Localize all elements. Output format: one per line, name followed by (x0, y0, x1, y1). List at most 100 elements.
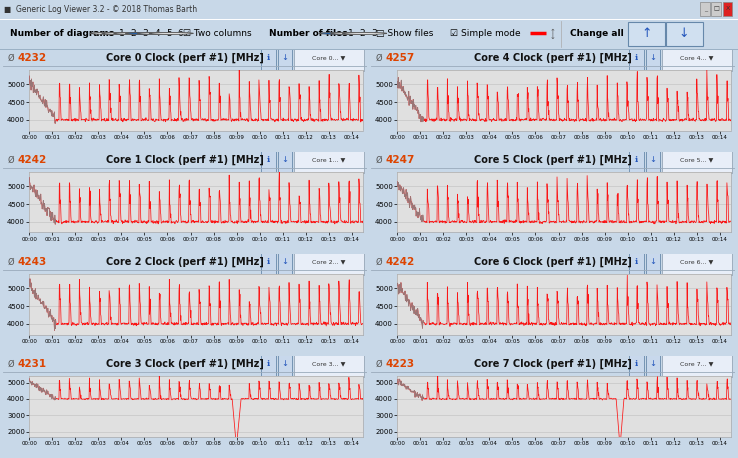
Text: Core 5... ▼: Core 5... ▼ (680, 158, 714, 163)
Text: Ø: Ø (376, 156, 382, 164)
Text: Core 4 Clock (perf #1) [MHz]: Core 4 Clock (perf #1) [MHz] (474, 53, 632, 63)
Circle shape (90, 33, 134, 34)
Text: Ø: Ø (7, 156, 14, 164)
FancyBboxPatch shape (646, 46, 661, 70)
Text: 1: 1 (348, 29, 354, 38)
Text: ℹ: ℹ (635, 257, 638, 267)
Text: Number of diagrams: Number of diagrams (10, 29, 114, 38)
Circle shape (114, 33, 158, 34)
Text: Ø: Ø (376, 54, 382, 62)
Text: ℹ: ℹ (635, 360, 638, 369)
Text: □ Show files: □ Show files (376, 29, 434, 38)
Text: Ø: Ø (7, 54, 14, 62)
Text: ↓: ↓ (679, 27, 689, 40)
FancyBboxPatch shape (711, 2, 721, 16)
Text: 3: 3 (142, 29, 148, 38)
Circle shape (125, 33, 170, 34)
Text: ↓: ↓ (649, 360, 657, 369)
Text: ↓: ↓ (282, 54, 289, 62)
Text: ℹ: ℹ (267, 360, 270, 369)
FancyBboxPatch shape (630, 46, 644, 70)
Text: Core 2... ▼: Core 2... ▼ (312, 260, 345, 265)
FancyBboxPatch shape (294, 147, 364, 173)
FancyBboxPatch shape (261, 250, 276, 274)
FancyBboxPatch shape (700, 2, 710, 16)
Text: Core 6... ▼: Core 6... ▼ (680, 260, 714, 265)
Text: ℹ: ℹ (635, 156, 638, 164)
FancyBboxPatch shape (261, 148, 276, 172)
Text: Core 0 Clock (perf #1) [MHz]: Core 0 Clock (perf #1) [MHz] (106, 53, 264, 63)
Text: ↓: ↓ (282, 257, 289, 267)
Text: Core 3... ▼: Core 3... ▼ (312, 361, 345, 366)
Circle shape (331, 33, 375, 34)
Text: Ø: Ø (7, 257, 14, 267)
Text: _: _ (704, 6, 707, 11)
FancyBboxPatch shape (261, 46, 276, 70)
Text: ℹ: ℹ (267, 156, 270, 164)
FancyBboxPatch shape (662, 45, 732, 71)
FancyBboxPatch shape (723, 2, 732, 16)
Text: ↓: ↓ (282, 156, 289, 164)
Text: 4243: 4243 (18, 257, 46, 267)
Text: Core 0... ▼: Core 0... ▼ (312, 55, 345, 60)
Text: Core 5 Clock (perf #1) [MHz]: Core 5 Clock (perf #1) [MHz] (474, 155, 632, 165)
Text: Ø: Ø (376, 360, 382, 369)
Text: ↓: ↓ (549, 34, 555, 40)
Text: Ø: Ø (7, 360, 14, 369)
Text: Core 1 Clock (perf #1) [MHz]: Core 1 Clock (perf #1) [MHz] (106, 155, 264, 165)
Text: 1: 1 (119, 29, 125, 38)
Text: Core 3 Clock (perf #1) [MHz]: Core 3 Clock (perf #1) [MHz] (106, 359, 264, 369)
Text: Core 6 Clock (perf #1) [MHz]: Core 6 Clock (perf #1) [MHz] (474, 257, 632, 267)
FancyBboxPatch shape (662, 147, 732, 173)
Text: Core 1... ▼: Core 1... ▼ (312, 158, 345, 163)
Text: 4257: 4257 (385, 53, 415, 63)
Text: Number of files: Number of files (269, 29, 348, 38)
Text: 4232: 4232 (18, 53, 46, 63)
Circle shape (137, 33, 182, 34)
FancyBboxPatch shape (666, 22, 703, 46)
Text: 2: 2 (359, 29, 365, 38)
FancyBboxPatch shape (662, 351, 732, 377)
FancyBboxPatch shape (294, 351, 364, 377)
Text: ↑: ↑ (549, 29, 555, 35)
Text: Core 4... ▼: Core 4... ▼ (680, 55, 714, 60)
FancyBboxPatch shape (646, 352, 661, 376)
Text: ℹ: ℹ (267, 257, 270, 267)
FancyBboxPatch shape (294, 249, 364, 275)
FancyBboxPatch shape (630, 352, 644, 376)
Text: ☑ Simple mode: ☑ Simple mode (450, 29, 521, 38)
Text: 4223: 4223 (385, 359, 415, 369)
Text: Core 7... ▼: Core 7... ▼ (680, 361, 714, 366)
Text: ↑: ↑ (641, 27, 652, 40)
FancyBboxPatch shape (662, 249, 732, 275)
Text: ℹ: ℹ (635, 54, 638, 62)
FancyBboxPatch shape (277, 148, 292, 172)
Text: Core 2 Clock (perf #1) [MHz]: Core 2 Clock (perf #1) [MHz] (106, 257, 264, 267)
FancyBboxPatch shape (630, 250, 644, 274)
Text: 2: 2 (131, 29, 137, 38)
Circle shape (319, 33, 363, 34)
Text: ↓: ↓ (649, 54, 657, 62)
FancyBboxPatch shape (277, 250, 292, 274)
FancyBboxPatch shape (628, 22, 665, 46)
Text: ↓: ↓ (649, 257, 657, 267)
Text: ■  Generic Log Viewer 3.2 - © 2018 Thomas Barth: ■ Generic Log Viewer 3.2 - © 2018 Thomas… (4, 5, 197, 13)
FancyBboxPatch shape (646, 250, 661, 274)
Text: ☑ Two columns: ☑ Two columns (183, 29, 252, 38)
FancyBboxPatch shape (277, 46, 292, 70)
Text: Change all: Change all (570, 29, 624, 38)
Text: 6: 6 (178, 29, 184, 38)
Text: ↓: ↓ (649, 156, 657, 164)
Circle shape (342, 33, 387, 34)
FancyBboxPatch shape (277, 352, 292, 376)
Text: 5: 5 (166, 29, 172, 38)
Circle shape (149, 33, 193, 34)
Circle shape (102, 33, 146, 34)
FancyBboxPatch shape (646, 148, 661, 172)
Text: ℹ: ℹ (267, 54, 270, 62)
Text: 4: 4 (154, 29, 160, 38)
FancyBboxPatch shape (294, 45, 364, 71)
Text: 3: 3 (371, 29, 377, 38)
Text: □: □ (714, 6, 720, 11)
Text: 4247: 4247 (385, 155, 415, 165)
